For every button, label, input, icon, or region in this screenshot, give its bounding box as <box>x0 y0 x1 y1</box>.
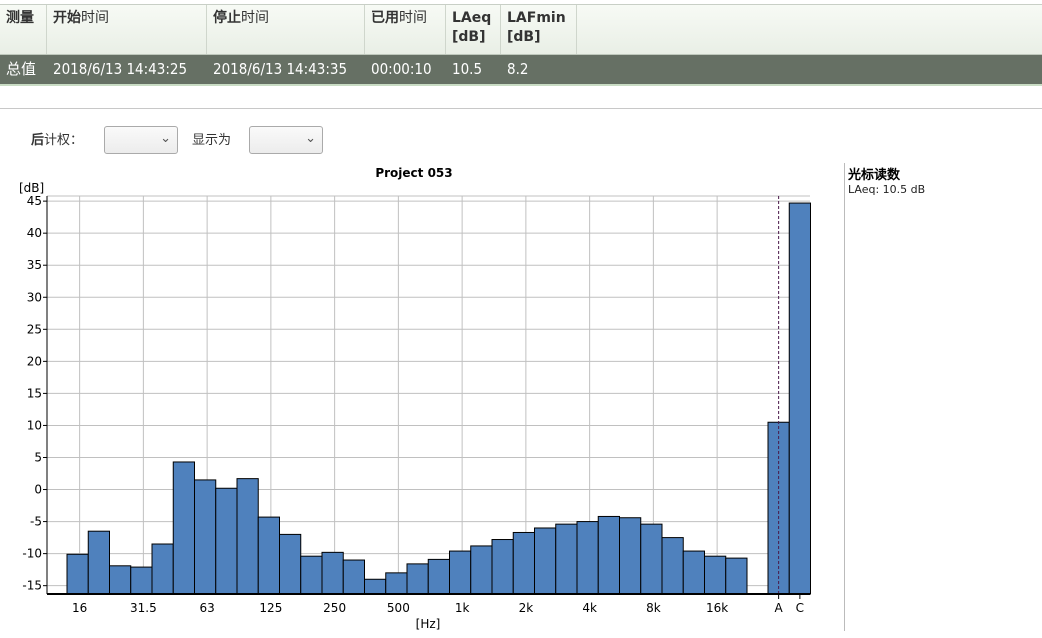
spectrum-bar-25 <box>109 565 132 595</box>
table-header: 测量 开始时间 停止时间 已用时间 LAeq [dB] LAFmin [dB] <box>0 5 1042 55</box>
cell-lafmin: 8.2 <box>507 60 529 78</box>
spectrum-bar-16k <box>704 555 727 595</box>
spectrum-bar-100 <box>236 478 259 595</box>
y-tick-label: 20 <box>27 354 42 368</box>
y-tick-label: -10 <box>22 547 42 561</box>
x-axis-label: [Hz] <box>416 617 441 631</box>
spectrum-bar-200 <box>300 555 323 595</box>
x-tick-label: 250 <box>323 601 346 615</box>
spectrum-bar-800 <box>427 558 450 595</box>
y-tick-label: 10 <box>27 418 42 432</box>
x-tick-label: 125 <box>259 601 282 615</box>
display-select[interactable]: ⌄ <box>249 126 323 154</box>
spectrum-bar-250 <box>321 551 344 595</box>
spectrum-bar-50 <box>172 461 195 595</box>
spectrum-bar-5k <box>597 515 620 595</box>
y-tick-label: 0 <box>34 483 42 497</box>
spectrum-bar-1.25k <box>470 545 493 595</box>
spectrum-bar-31.5 <box>130 566 153 595</box>
broadband-bar-C <box>788 202 811 595</box>
y-tick-label: 30 <box>27 290 42 304</box>
measurement-table: 测量 开始时间 停止时间 已用时间 LAeq [dB] LAFmin [dB] … <box>0 4 1042 86</box>
y-tick-label: -5 <box>30 515 42 529</box>
spectrum-bar-80 <box>215 487 238 595</box>
spectrum-bar-2k <box>512 531 535 595</box>
spectrum-bar-20 <box>87 530 110 595</box>
x-tick-label: 2k <box>519 601 534 615</box>
spectrum-bar-20k <box>725 557 748 595</box>
x-tick-label: 16k <box>706 601 728 615</box>
x-tick-label: 4k <box>582 601 597 615</box>
spectrum-bar-8k <box>640 523 663 595</box>
col-header-measure[interactable]: 测量 <box>0 5 47 54</box>
x-tick-label: C <box>796 601 804 615</box>
col-header-laeq[interactable]: LAeq [dB] <box>446 5 501 54</box>
spectrum-bar-4k <box>576 521 599 595</box>
weighting-select[interactable]: ⌄ <box>104 126 178 154</box>
spectrum-bar-1k <box>449 550 472 595</box>
spectrum-bar-63 <box>194 479 217 595</box>
x-tick-label: 16 <box>72 601 87 615</box>
col-header-stop[interactable]: 停止时间 <box>207 5 365 54</box>
x-tick-label: 500 <box>387 601 410 615</box>
spectrum-bar-12.5k <box>682 550 705 595</box>
spectrum-bar-315 <box>342 559 365 595</box>
spectrum-bar-2.5k <box>534 527 557 595</box>
spectrum-bar-125 <box>257 516 280 595</box>
cell-stop: 2018/6/13 14:43:35 <box>213 60 348 78</box>
y-tick-label: 40 <box>27 226 42 240</box>
spectrum-bar-6.3k <box>619 517 642 595</box>
cell-measure: 总值 <box>6 60 37 78</box>
spectrum-bar-160 <box>279 533 302 595</box>
x-tick-label: 1k <box>455 601 470 615</box>
x-tick-label: 8k <box>646 601 661 615</box>
x-tick-label: 31.5 <box>130 601 157 615</box>
y-tick-label: 25 <box>27 322 42 336</box>
y-tick-label: 35 <box>27 258 42 272</box>
spectrum-bar-3.15k <box>555 523 578 595</box>
col-header-elapsed[interactable]: 已用时间 <box>365 5 446 54</box>
chevron-down-icon: ⌄ <box>305 131 316 146</box>
display-label: 显示为 <box>192 133 232 148</box>
x-tick-label: A <box>775 601 784 615</box>
panel-divider <box>844 163 845 631</box>
weighting-label: 后计权： <box>31 133 84 148</box>
cell-elapsed: 00:00:10 <box>371 60 432 78</box>
spectrum-bar-500 <box>385 572 408 595</box>
table-row[interactable]: 总值 2018/6/13 14:43:25 2018/6/13 14:43:35… <box>0 55 1042 86</box>
y-tick-label: 15 <box>27 386 42 400</box>
spectrum-bar-10k <box>661 537 684 595</box>
spectrum-bar-630 <box>406 563 429 595</box>
cell-laeq: 10.5 <box>452 60 483 78</box>
spectrum-bar-16 <box>66 553 89 595</box>
x-tick-label: 63 <box>199 601 214 615</box>
col-header-start[interactable]: 开始时间 <box>47 5 207 54</box>
chart-title: Project 053 <box>375 166 452 180</box>
cell-start: 2018/6/13 14:43:25 <box>53 60 188 78</box>
spectrum-bar-400 <box>364 578 387 595</box>
chevron-down-icon: ⌄ <box>160 131 171 146</box>
cursor-reading: LAeq: 10.5 dB <box>848 183 926 196</box>
y-axis-label: [dB] <box>19 181 44 195</box>
spectrum-bar-40 <box>151 543 174 595</box>
cursor-panel-title: 光标读数 <box>848 168 901 183</box>
y-tick-label: 5 <box>34 450 42 464</box>
spectrum-bar-1.6k <box>491 539 514 595</box>
y-tick-label: 45 <box>27 194 42 208</box>
spectrum-chart[interactable]: Project 053 [dB] [Hz] 454035302520151050… <box>0 160 840 638</box>
y-tick-label: -15 <box>22 579 42 593</box>
divider <box>0 108 1042 109</box>
col-header-lafmin[interactable]: LAFmin [dB] <box>501 5 577 54</box>
plot-area <box>47 196 810 594</box>
